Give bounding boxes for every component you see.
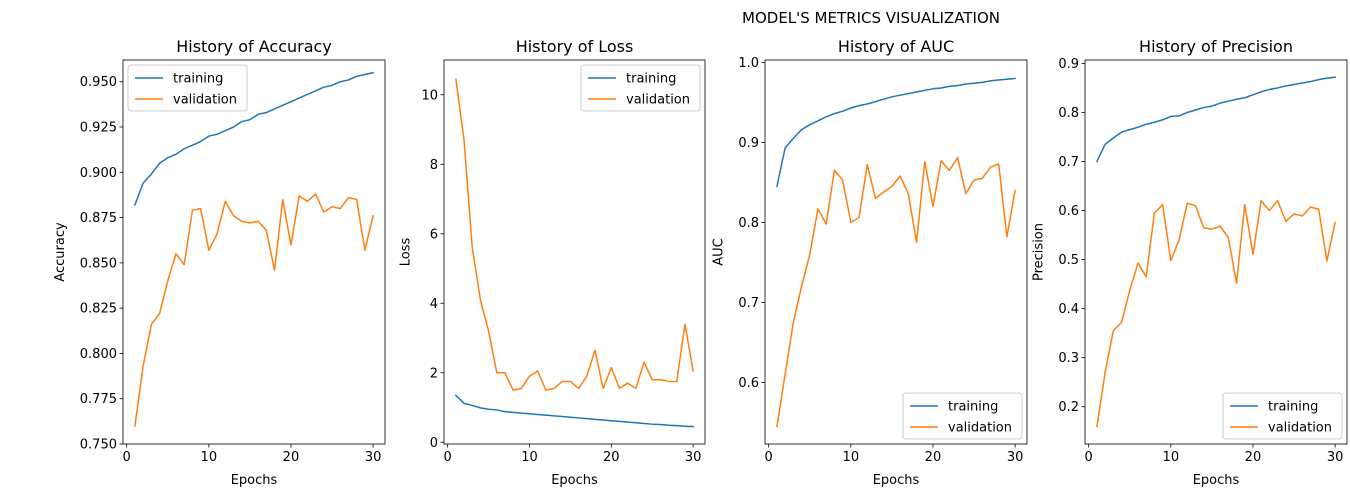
auc-chart-title: History of AUC [838,37,954,56]
accuracy-validation-line [134,193,374,427]
loss-y-tick-label: 10 [421,88,438,103]
accuracy-x-tick-label: 20 [283,450,300,465]
loss-y-tick-label: 6 [430,227,438,242]
auc-legend-training-label: training [948,400,998,415]
auc-x-tick-label: 0 [765,450,773,465]
auc-x-tick-label: 10 [843,450,860,465]
loss-y-tick-label: 2 [430,366,438,381]
loss-x-tick-label: 20 [603,450,620,465]
loss-y-tick-label: 0 [430,436,438,451]
loss-chart-title: History of Loss [516,37,634,56]
loss-y-tick-label: 4 [430,297,438,312]
accuracy-y-tick-label: 0.950 [80,75,117,90]
precision-y-tick-label: 0.8 [1058,106,1079,121]
loss-validation-line [455,78,695,391]
precision-axes-frame [1084,59,1348,445]
accuracy-y-tick-label: 0.850 [80,256,117,271]
precision-x-tick-label: 10 [1163,450,1180,465]
loss-y-tick-label: 8 [430,158,438,173]
accuracy-y-tick-label: 0.825 [80,302,117,317]
accuracy-y-tick-label: 0.750 [80,438,117,453]
auc-training-line [776,77,1016,188]
precision-y-tick-label: 0.5 [1058,253,1079,268]
accuracy-y-tick-label: 0.775 [80,392,117,407]
loss-legend-training-label: training [626,72,676,87]
loss-x-tick-label: 10 [521,450,538,465]
auc-y-axis-label: AUC [711,238,726,266]
chart-accuracy: 0 10 20 30 0.750 0.775 0.800 0.825 0.850 0.875 0.9… [53,37,386,488]
precision-x-tick-label: 0 [1085,450,1093,465]
loss-training-line [454,394,694,428]
precision-y-axis-label: Precision [1031,223,1046,281]
loss-x-axis-label: Epochs [551,473,598,488]
accuracy-training-line [133,71,374,206]
loss-axes-frame [443,59,706,445]
precision-y-tick-label: 0.7 [1058,155,1079,170]
auc-validation-line [776,156,1016,428]
accuracy-y-tick-label: 0.875 [80,211,117,226]
precision-y-tick-label: 0.6 [1058,204,1079,219]
auc-y-tick-label: 0.7 [738,296,759,311]
auc-axes-frame [764,59,1028,445]
precision-y-tick-label: 0.4 [1058,302,1079,317]
precision-validation-line [1096,200,1336,428]
precision-x-tick-label: 30 [1327,450,1344,465]
loss-x-tick-label: 0 [444,450,452,465]
precision-training-line [1095,76,1336,163]
auc-x-tick-label: 30 [1007,450,1024,465]
auc-x-axis-label: Epochs [873,473,920,488]
precision-legend: training validation [1222,392,1343,440]
auc-y-tick-label: 0.6 [738,376,759,391]
auc-y-tick-label: 0.9 [738,136,759,151]
precision-y-tick-label: 0.2 [1058,400,1079,415]
accuracy-x-tick-label: 30 [365,450,382,465]
loss-x-tick-label: 30 [685,450,702,465]
precision-chart-title: History of Precision [1139,37,1293,56]
auc-x-tick-label: 20 [925,450,942,465]
accuracy-y-tick-label: 0.925 [80,121,117,136]
accuracy-legend-training-label: training [173,72,223,87]
accuracy-y-tick-label: 0.800 [80,347,117,362]
precision-legend-training-label: training [1268,400,1318,415]
accuracy-legend-validation-label: validation [173,93,237,108]
auc-y-tick-label: 0.8 [738,216,759,231]
chart-loss: 0 10 20 30 0 2 4 6 8 10 History of Loss Epochs Loss t… [399,37,706,488]
accuracy-x-tick-label: 0 [123,450,131,465]
auc-legend: training validation [902,392,1023,440]
precision-y-tick-label: 0.3 [1058,351,1079,366]
accuracy-chart-title: History of Accuracy [176,37,332,56]
loss-legend-validation-label: validation [626,93,690,108]
precision-legend-validation-label: validation [1268,421,1332,436]
auc-legend-validation-label: validation [948,421,1012,436]
figure-suptitle: MODEL'S METRICS VISUALIZATION [742,9,1000,27]
chart-precision: 0 10 20 30 0.2 0.3 0.4 0.5 0.6 0.7 0.8 0.9 History o… [1031,37,1348,488]
chart-auc: 0 10 20 30 0.6 0.7 0.8 0.9 1.0 History of AUC Epoc… [711,37,1028,488]
precision-x-tick-label: 20 [1245,450,1262,465]
accuracy-x-tick-label: 10 [201,450,218,465]
accuracy-y-tick-label: 0.900 [80,166,117,181]
accuracy-x-axis-label: Epochs [231,473,278,488]
accuracy-y-axis-label: Accuracy [53,222,68,282]
accuracy-axes-frame [122,59,386,445]
auc-y-tick-label: 1.0 [738,56,759,71]
loss-y-axis-label: Loss [399,238,414,267]
precision-x-axis-label: Epochs [1193,473,1240,488]
loss-legend: training validation [580,64,701,112]
precision-y-tick-label: 0.9 [1058,57,1079,72]
accuracy-legend: training validation [127,64,248,112]
